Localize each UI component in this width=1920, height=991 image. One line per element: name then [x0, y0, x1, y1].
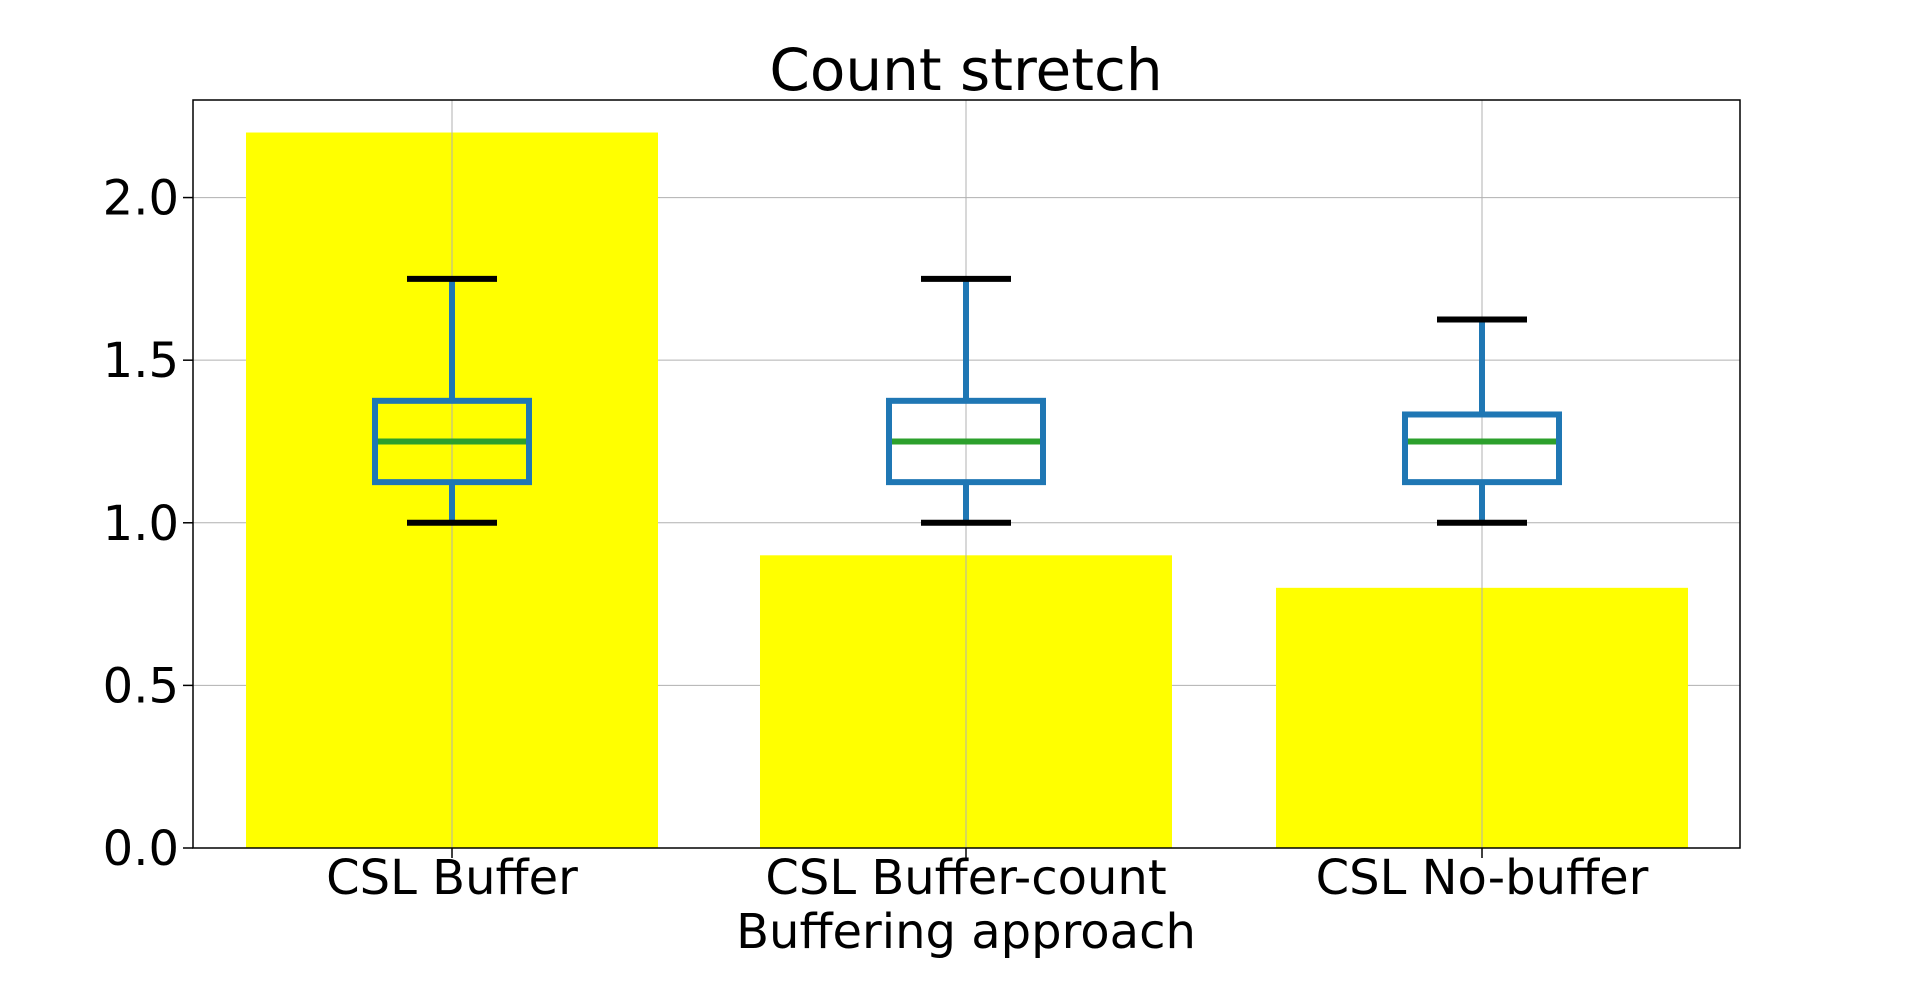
chart-title: Count stretch [769, 36, 1162, 104]
x-tick-label: CSL Buffer [326, 850, 578, 906]
box [886, 397, 1046, 486]
y-tick-label: 0.5 [103, 658, 179, 714]
x-tick-label: CSL Buffer-count [765, 850, 1166, 906]
y-tick-label: 1.5 [103, 333, 179, 389]
grid-vertical [451, 100, 1483, 848]
box [372, 397, 532, 486]
ticks: 0.0 0.5 1.0 1.5 2.0 CSL Buffer CSL Buffer-coun… [103, 171, 1649, 906]
y-tick-label: 2.0 [103, 171, 179, 227]
y-tick-label: 1.0 [103, 496, 179, 552]
y-tick-label: 0.0 [103, 821, 179, 877]
box [1402, 411, 1562, 486]
boxplots [372, 275, 1562, 526]
x-axis-label: Buffering approach [736, 904, 1196, 960]
x-tick-label: CSL No-buffer [1316, 850, 1649, 906]
